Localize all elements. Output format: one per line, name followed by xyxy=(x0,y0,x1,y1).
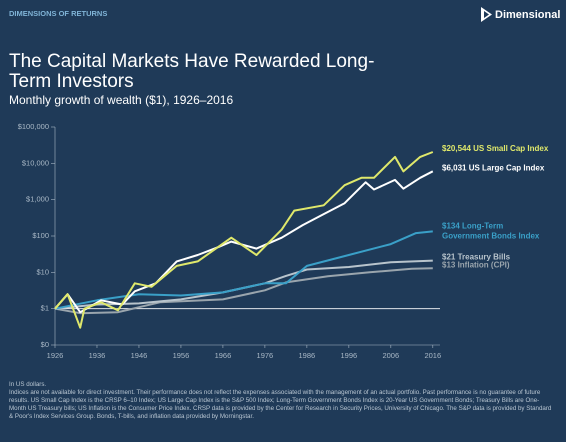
footnote: In US dollars. xyxy=(9,381,47,388)
x-tick-label: 1956 xyxy=(173,351,190,360)
series-line xyxy=(54,151,434,329)
series-label: $13 Inflation (CPI) xyxy=(442,260,510,269)
series-label: $21 Treasury Bills xyxy=(442,253,511,262)
logo-icon xyxy=(481,7,492,22)
y-tick-label: $10,000 xyxy=(22,158,49,167)
series-line xyxy=(54,170,434,314)
x-tick-label: 1936 xyxy=(89,351,106,360)
x-tick-label: 1976 xyxy=(257,351,274,360)
y-tick-label: $10 xyxy=(36,267,49,276)
section-label: DIMENSIONS OF RETURNS xyxy=(9,9,107,18)
brand: Dimensional xyxy=(495,9,560,21)
series-label: $6,031 US Large Cap Index xyxy=(442,163,545,172)
x-tick-label: 1986 xyxy=(299,351,316,360)
y-tick-label: $100 xyxy=(32,231,49,240)
y-tick-label: $1,000 xyxy=(26,195,49,204)
series-label: $20,544 US Small Cap Index xyxy=(442,144,549,153)
series-label: Government Bonds Index xyxy=(442,231,540,240)
chart-subtitle: Monthly growth of wealth ($1), 1926–2016 xyxy=(9,93,233,107)
x-tick-label: 2016 xyxy=(424,351,441,360)
y-tick-label: $1 xyxy=(41,304,49,313)
series-label: $134 Long-Term xyxy=(442,221,503,230)
x-tick-label: 1946 xyxy=(131,351,148,360)
x-tick-label: 2006 xyxy=(382,351,399,360)
x-tick-label: 1966 xyxy=(215,351,232,360)
y-tick-label: $0 xyxy=(41,340,49,349)
chart: DIMENSIONS OF RETURNS Dimensional The Ca… xyxy=(9,7,560,360)
footnotes: In US dollars. Indices are not available … xyxy=(9,381,554,421)
y-tick-label: $100,000 xyxy=(18,122,49,131)
x-tick-label: 1996 xyxy=(341,351,358,360)
chart-title: The Capital Markets Have Rewarded Long-T… xyxy=(9,51,374,92)
series-line xyxy=(54,230,433,310)
series-line xyxy=(54,267,433,315)
x-tick-label: 1926 xyxy=(47,351,64,360)
footnote: Indices are not available for direct inv… xyxy=(9,389,552,420)
